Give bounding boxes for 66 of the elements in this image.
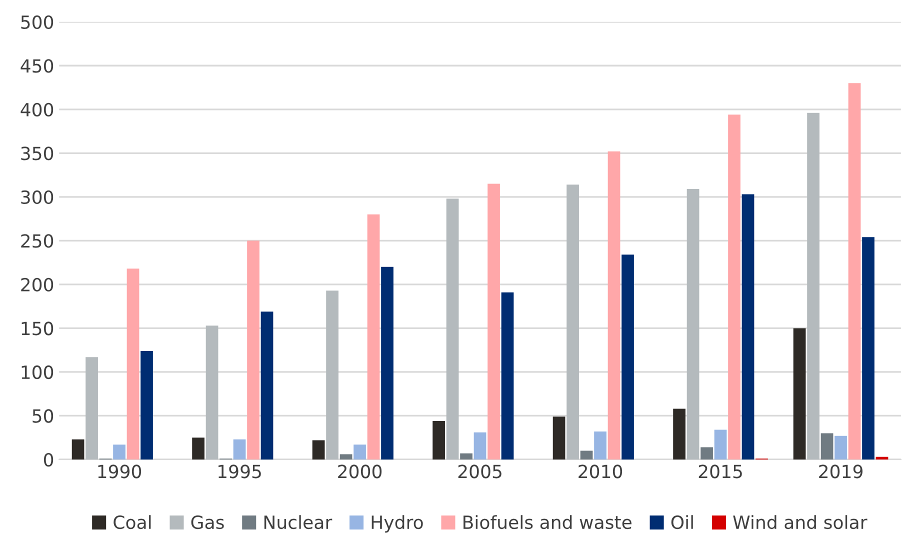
x-tick-label: 1990 <box>98 464 142 478</box>
bar <box>126 268 140 460</box>
bar <box>594 431 606 460</box>
bar <box>862 237 874 460</box>
y-tick-label: 400 <box>20 102 54 117</box>
x-tick-label: 2005 <box>458 464 502 478</box>
x-tick-label: 1995 <box>218 464 261 478</box>
x-tick-label: 2010 <box>578 464 622 478</box>
bar <box>192 438 204 460</box>
bar <box>381 266 394 460</box>
bar <box>206 326 218 460</box>
bar <box>460 453 472 460</box>
bar <box>608 151 620 460</box>
legend-label: Nuclear <box>264 515 332 530</box>
bar <box>432 420 445 460</box>
y-tick-label: 300 <box>21 190 54 204</box>
y-tick-label: 250 <box>21 234 54 248</box>
bar <box>326 290 338 460</box>
legend-label: Oil <box>671 515 693 530</box>
legend-label: Wind and solar <box>733 515 868 530</box>
bar <box>367 214 380 460</box>
bar <box>233 439 246 460</box>
y-tick-label: 350 <box>21 146 54 160</box>
y-tick-label: 100 <box>22 365 54 380</box>
bar <box>260 312 274 460</box>
bar <box>501 292 514 460</box>
bar <box>340 454 352 460</box>
bar <box>673 408 686 460</box>
legend-label: Gas <box>191 515 224 530</box>
bar <box>700 447 713 460</box>
legend-label: Coal <box>114 515 151 530</box>
x-tick-label: 2015 <box>698 464 742 478</box>
x-tick-label: 2000 <box>338 464 382 478</box>
bar <box>580 450 593 460</box>
bar <box>72 439 84 460</box>
y-tick-label: 450 <box>20 59 54 73</box>
bar <box>834 436 847 460</box>
bar <box>86 357 98 460</box>
bar <box>820 433 834 460</box>
bar <box>742 194 754 460</box>
bar <box>552 416 566 460</box>
bar <box>728 114 740 460</box>
bar <box>793 328 806 460</box>
bar <box>686 189 700 460</box>
bar <box>876 456 888 460</box>
y-tick-label: 200 <box>21 278 54 292</box>
bar <box>488 184 500 460</box>
bar <box>354 444 366 460</box>
bar <box>312 440 325 460</box>
bar <box>113 444 126 460</box>
bar <box>247 240 260 460</box>
bar <box>446 198 459 460</box>
bar <box>474 432 486 460</box>
legend-label: Hydro <box>372 515 423 533</box>
bar <box>566 184 579 460</box>
bar <box>807 112 820 460</box>
bar <box>140 350 153 460</box>
bar <box>622 254 634 460</box>
bar <box>848 83 861 460</box>
y-tick-label: 0 <box>44 452 54 467</box>
bar <box>714 430 727 460</box>
legend-label: Biofuels and waste <box>464 515 632 530</box>
y-tick-label: 150 <box>22 322 54 336</box>
x-tick-label: 2019 <box>819 464 862 478</box>
y-tick-label: 50 <box>32 409 54 423</box>
y-tick-label: 500 <box>21 15 54 29</box>
